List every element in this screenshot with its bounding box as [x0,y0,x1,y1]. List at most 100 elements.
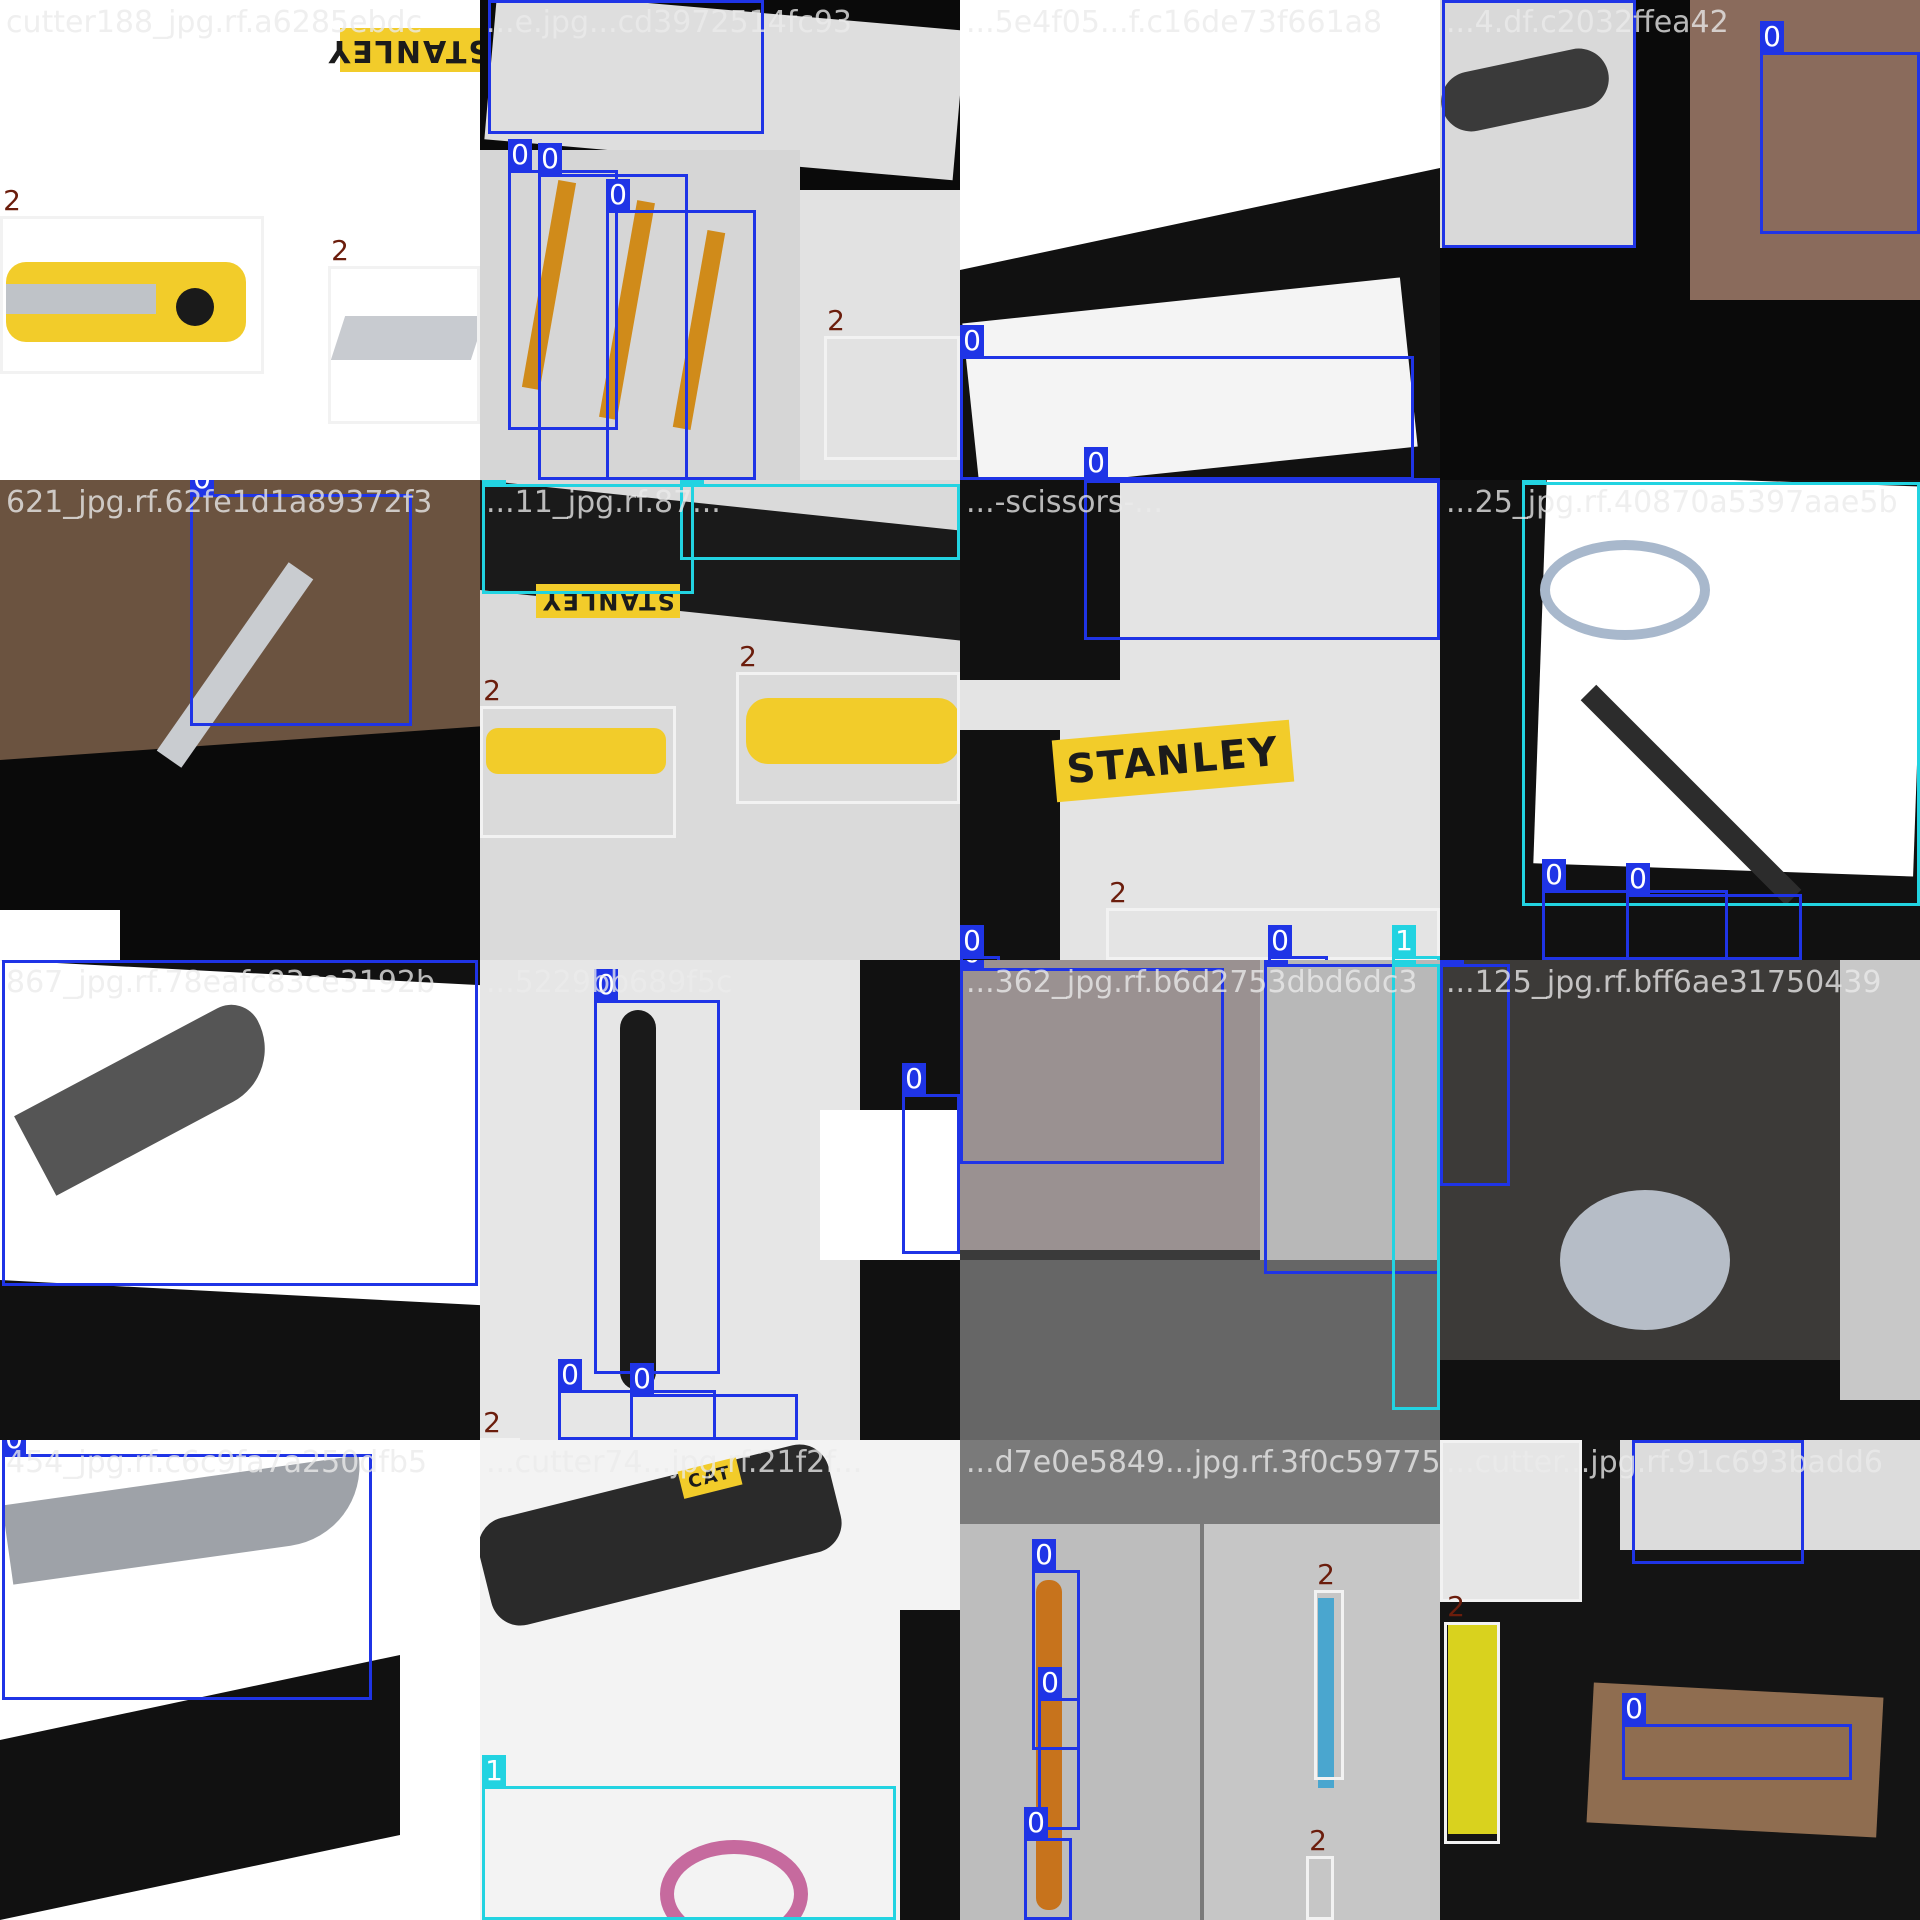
tile: 621_jpg.rf.62fe1d1a89372f3 0 [0,480,480,960]
class-label: 2 [483,674,501,707]
class-label: 0 [1268,925,1292,957]
box-cutter-image [1448,1624,1498,1834]
tile: 454_jpg.rf.c6c9fa7a250dfb5 0 [0,1440,480,1920]
box-cutter-image [1318,1598,1334,1788]
fixed-blade-knife-image [620,1010,656,1390]
utility-knife-image [486,728,666,774]
class-label: 0 [1032,1539,1056,1571]
detection-box-class-1: 1 [1392,925,1440,960]
class-label: 1 [680,480,704,485]
detection-box-class-2: 2 [1306,1825,1334,1920]
class-label: 0 [630,1363,654,1395]
class-label: 2 [827,304,845,337]
detection-box-class-0: 0 [1084,480,1440,640]
class-label: 0 [1542,859,1566,891]
tile: ...125_jpg.rf.bff6ae31750439 0 [1440,960,1920,1440]
class-label: 0 [960,925,984,957]
tile: CAT ...cutter74...jpg.rf.21f2f... 1 [480,1440,960,1920]
class-label: 0 [960,325,984,357]
background-panel [820,1110,960,1260]
detection-box-class-0: 0 [1442,0,1636,248]
tile: STANLEY ...-scissors-... 0 2 0 0 1 [960,480,1440,960]
tile: ...4.df.c2032ffea42 0 0 [1440,0,1920,480]
class-label: 2 [1109,876,1127,909]
class-label: 2 [1317,1558,1335,1591]
detection-box-class-0: 0 [2,1440,372,1700]
class-label: 1 [1392,960,1416,965]
utility-knife-image [480,1440,848,1632]
detection-box-class-2: 2 [1314,1559,1344,1780]
class-label: 0 [1760,21,1784,53]
class-label: 0 [902,1063,926,1095]
tile: ...e.jpg...cd3972514fc93 0 0 0 0 2 [480,0,960,480]
blade-image [6,284,156,314]
detection-box-class-0: 0 [1032,1539,1080,1750]
class-label: 2 [1447,1590,1465,1623]
class-label: 2 [3,184,21,217]
detection-box-class-0: 0 [960,325,1414,480]
detection-box-class-0: 0 [1268,925,1328,960]
stanley-logo: STANLEY [1051,719,1295,803]
tile: STANLEY ...11_jpg.rf.87... 1 1 2 2 [480,480,960,960]
detection-box-class-0: 0 [606,179,756,480]
detection-box-class-0: 0 [594,969,720,1374]
background-panel [960,730,1060,960]
detection-box-class-2: 2 [824,305,960,460]
detection-box-class-0: 0 [1622,1693,1852,1780]
detection-box-class-0: 0 [960,960,1224,1164]
detection-box-class-0: 0 [538,143,688,480]
background-panel [1440,1440,1580,1600]
detection-box-class-0: 0 [960,925,1000,960]
detection-box-class-0: 0 [1632,1440,1804,1564]
class-label: 0 [2,960,26,961]
class-label: 0 [508,139,532,171]
class-label: 0 [558,1359,582,1391]
detection-box-class-2: 2 [1440,1440,1582,1602]
tile: ...5229bb689f5c 0 0 0 0 2 [480,960,960,1440]
tile: ...25_jpg.rf.40870a5397aae5b 1 0 0 [1440,480,1920,960]
detection-box-class-0: 0 [1024,1807,1072,1920]
knob-image [176,288,214,326]
tile: ...362_jpg.rf.b6d2753dbd6dc3 0 0 1 [960,960,1440,1440]
background-panel [1620,1440,1920,1550]
tile: cutter188_jpg.rf.a6285ebdc STANLEY 2 2 [0,0,480,480]
class-label: 0 [488,0,512,1]
class-label: 0 [1622,1693,1646,1725]
class-label: 0 [1038,1667,1062,1699]
detection-box-class-1: 1 [1392,960,1440,1410]
tile: ...cutter...jpg.rf.91c693badd6 2 2 0 0 [1440,1440,1920,1920]
class-label: 0 [594,969,618,1001]
class-label: 0 [1084,480,1108,481]
class-label: 2 [483,1406,501,1439]
class-label: 0 [1024,1807,1048,1839]
detection-box-class-0: 0 [1760,21,1920,234]
detection-box-class-0: 0 [1626,863,1802,960]
class-label: 0 [606,179,630,211]
scissors-handle-image [1540,540,1710,640]
background-panel [0,910,120,960]
class-label: 2 [739,640,757,673]
detection-box-class-2: 2 [736,641,960,804]
detection-box-class-0: 0 [508,139,618,430]
class-label: 1 [1392,925,1416,957]
class-label: 0 [538,143,562,175]
detection-box-class-0: 0 [2,960,478,1286]
class-label: 2 [1309,1824,1327,1857]
class-label: 0 [1264,960,1288,965]
class-label: 0 [1632,1440,1656,1441]
class-label: 2 [331,234,349,267]
photo-panel [960,960,1280,1250]
detection-box-class-0: 0 [488,0,764,134]
detection-box-class-2: 2 [1444,1591,1500,1844]
detection-box-class-2: 2 [480,675,676,838]
bowl-image [1560,1190,1730,1330]
detection-box-class-0: 0 [902,1063,960,1254]
background-panel [900,1610,960,1920]
class-label: 0 [1440,960,1464,965]
tile-filename: ...d7e0e5849...jpg.rf.3f0c59775fb... [966,1445,1440,1480]
detection-box-class-0: 0 [190,480,412,726]
class-label: 0 [1084,447,1108,479]
class-label: 1 [1522,480,1546,483]
background-panel [1840,960,1920,1400]
class-label: 0 [1626,863,1650,895]
